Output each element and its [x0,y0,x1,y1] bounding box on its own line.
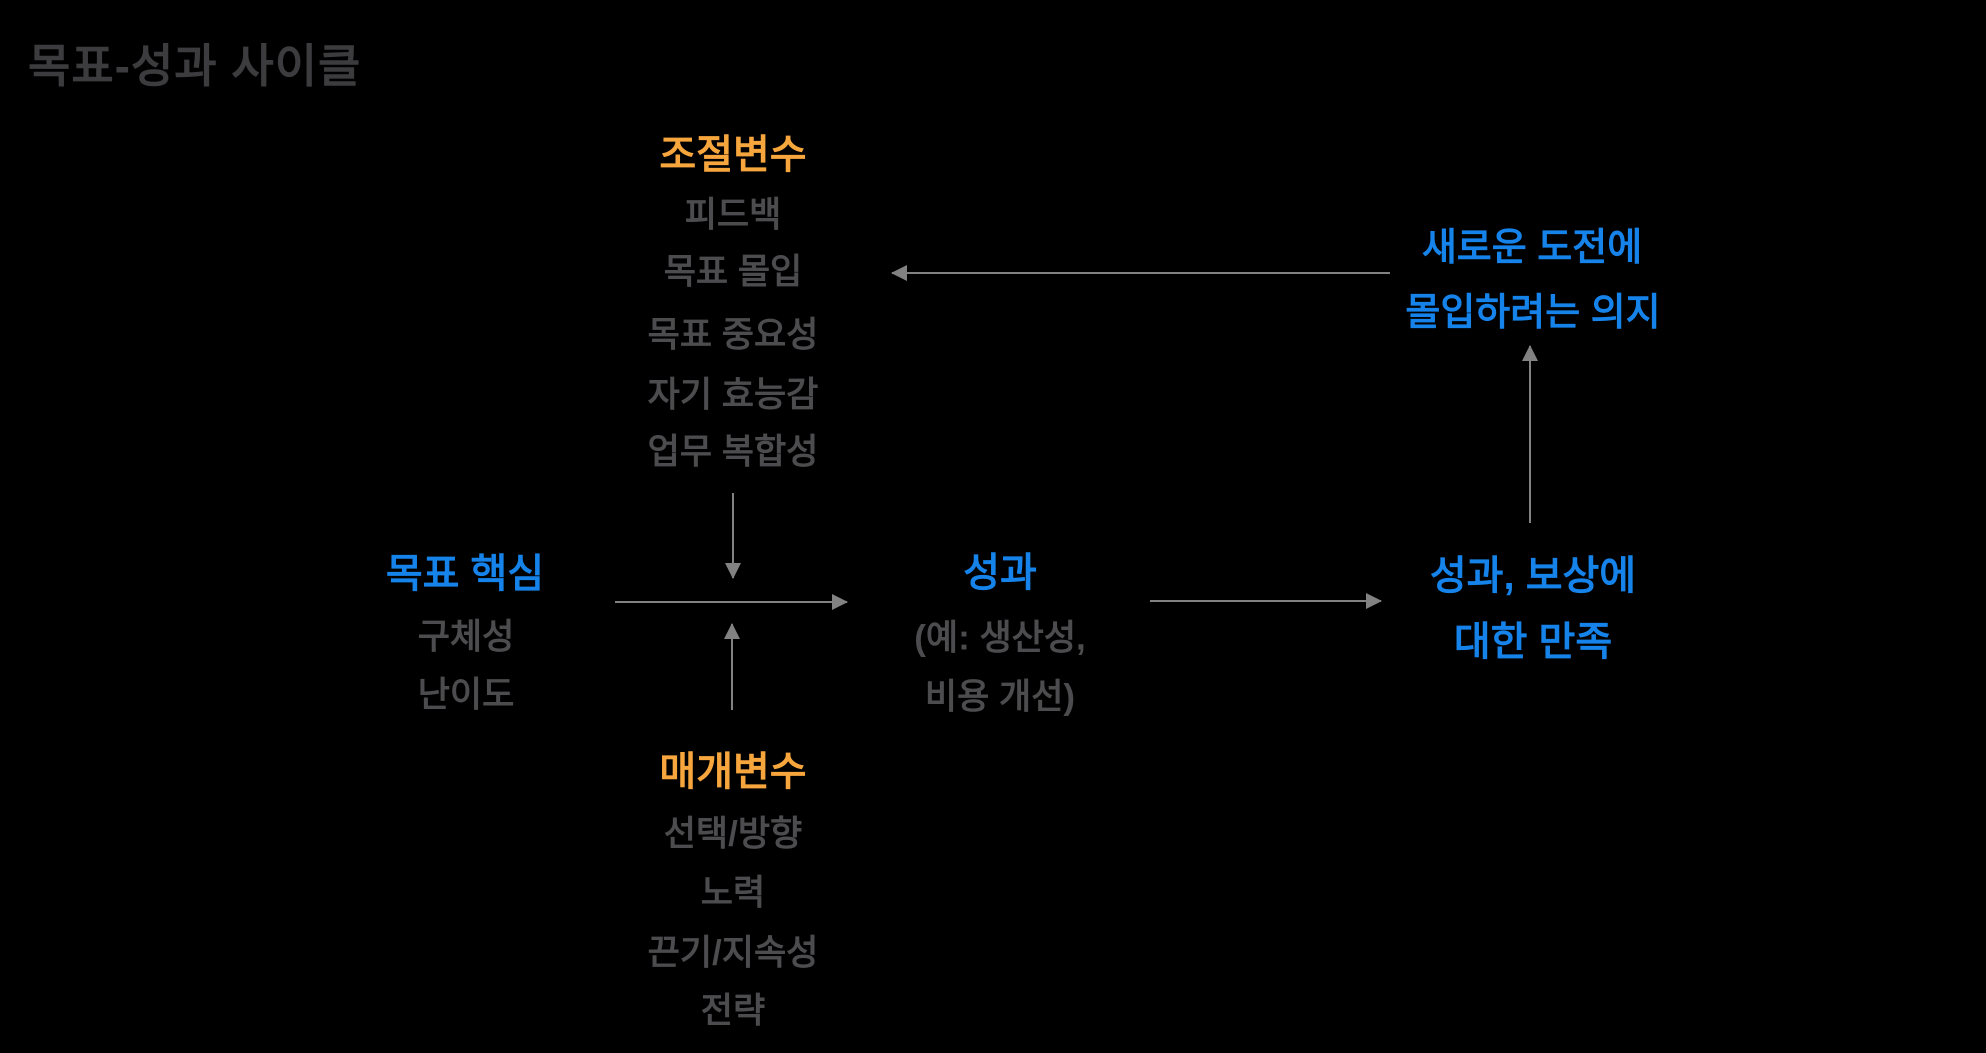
goal-core-item: 구체성 [417,617,515,657]
satisfaction-line: 성과, 보상에 [1429,554,1637,598]
mediators-item: 전략 [700,991,766,1031]
performance-example-line: 비용 개선) [924,677,1076,717]
moderators-item: 피드백 [684,195,782,235]
page-title: 목표-성과 사이클 [28,40,362,92]
satisfaction-line: 대한 만족 [1453,620,1613,664]
performance-example-line: (예: 생산성, [914,618,1086,658]
new-challenge-line: 몰입하려는 의지 [1405,292,1661,334]
mediators-label: 매개변수 [659,750,807,794]
mediators-item: 끈기/지속성 [647,933,819,973]
performance-label: 성과 [963,551,1037,595]
goal-core-label: 목표 핵심 [385,552,545,596]
moderators-item: 목표 몰입 [663,252,803,292]
goal-core-item: 난이도 [417,675,515,715]
moderators-item: 자기 효능감 [647,375,819,415]
mediators-item: 선택/방향 [663,814,803,854]
moderators-item: 목표 중요성 [647,315,819,355]
new-challenge-line: 새로운 도전에 [1421,227,1643,269]
moderators-item: 업무 복합성 [647,432,819,472]
moderators-label: 조절변수 [659,133,807,177]
mediators-item: 노력 [700,873,766,913]
